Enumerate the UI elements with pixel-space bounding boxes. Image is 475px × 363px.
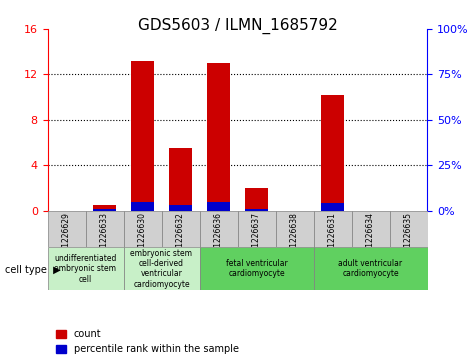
- Bar: [207, 202, 230, 211]
- Text: GSM1226632: GSM1226632: [176, 212, 185, 263]
- FancyBboxPatch shape: [238, 211, 276, 247]
- Text: undifferentiated
embryonic stem
cell: undifferentiated embryonic stem cell: [54, 254, 117, 284]
- Bar: [169, 205, 192, 211]
- Bar: [207, 63, 230, 211]
- Bar: [245, 209, 268, 211]
- FancyBboxPatch shape: [200, 211, 238, 247]
- Legend: count, percentile rank within the sample: count, percentile rank within the sample: [52, 326, 243, 358]
- Text: GSM1226633: GSM1226633: [100, 212, 109, 263]
- Text: GSM1226636: GSM1226636: [214, 212, 223, 263]
- FancyBboxPatch shape: [124, 247, 200, 290]
- Bar: [93, 209, 116, 211]
- Text: GSM1226631: GSM1226631: [328, 212, 337, 263]
- Bar: [245, 188, 268, 211]
- Text: GSM1226634: GSM1226634: [366, 212, 375, 263]
- FancyBboxPatch shape: [86, 211, 124, 247]
- Text: cell type  ▶: cell type ▶: [5, 265, 60, 276]
- Text: fetal ventricular
cardiomyocyte: fetal ventricular cardiomyocyte: [226, 259, 287, 278]
- FancyBboxPatch shape: [352, 211, 390, 247]
- FancyBboxPatch shape: [276, 211, 314, 247]
- FancyBboxPatch shape: [390, 211, 428, 247]
- Bar: [93, 205, 116, 211]
- Bar: [169, 148, 192, 211]
- Text: GSM1226635: GSM1226635: [404, 212, 413, 263]
- FancyBboxPatch shape: [314, 211, 352, 247]
- Bar: [131, 202, 154, 211]
- Bar: [321, 203, 344, 211]
- Bar: [131, 61, 154, 211]
- Text: embryonic stem
cell-derived
ventricular
cardiomyocyte: embryonic stem cell-derived ventricular …: [131, 249, 192, 289]
- FancyBboxPatch shape: [48, 247, 124, 290]
- Text: GSM1226638: GSM1226638: [290, 212, 299, 263]
- FancyBboxPatch shape: [162, 211, 199, 247]
- Text: GSM1226637: GSM1226637: [252, 212, 261, 263]
- FancyBboxPatch shape: [314, 247, 428, 290]
- FancyBboxPatch shape: [124, 211, 162, 247]
- Text: GSM1226629: GSM1226629: [62, 212, 71, 263]
- FancyBboxPatch shape: [48, 211, 86, 247]
- FancyBboxPatch shape: [200, 247, 314, 290]
- Text: GSM1226630: GSM1226630: [138, 212, 147, 263]
- Bar: [321, 95, 344, 211]
- Text: GDS5603 / ILMN_1685792: GDS5603 / ILMN_1685792: [138, 18, 337, 34]
- Text: adult ventricular
cardiomyocyte: adult ventricular cardiomyocyte: [338, 259, 403, 278]
